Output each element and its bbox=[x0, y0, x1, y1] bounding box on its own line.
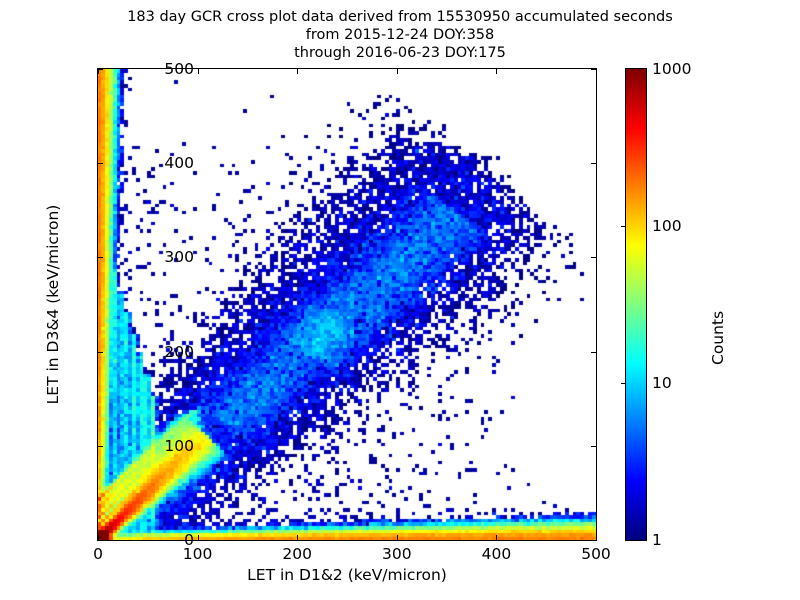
scatter-heatmap bbox=[98, 69, 596, 540]
y-tick-label: 300 bbox=[164, 248, 194, 267]
plot-title: 183 day GCR cross plot data derived from… bbox=[0, 8, 800, 62]
y-tick-mark-right bbox=[591, 540, 596, 541]
y-tick-mark-right bbox=[591, 257, 596, 259]
plot-axes bbox=[97, 68, 597, 541]
y-tick-mark-right bbox=[591, 351, 596, 353]
y-tick-mark bbox=[98, 351, 103, 353]
x-tick-mark bbox=[98, 535, 99, 540]
y-tick-label: 0 bbox=[184, 531, 194, 549]
x-tick-mark bbox=[297, 535, 299, 540]
x-tick-label: 400 bbox=[481, 545, 512, 563]
x-tick-mark-top bbox=[197, 69, 199, 74]
colorbar bbox=[625, 68, 647, 541]
y-tick-label: 400 bbox=[164, 154, 194, 173]
x-tick-mark-top bbox=[396, 69, 398, 74]
y-tick-mark-right bbox=[591, 445, 596, 447]
y-tick-mark bbox=[98, 540, 103, 541]
x-tick-label: 0 bbox=[93, 545, 103, 563]
plot-title-line-2: from 2015-12-24 DOY:358 bbox=[305, 27, 495, 43]
y-tick-mark-right bbox=[591, 69, 596, 70]
colorbar-tick-label: 100 bbox=[652, 217, 682, 235]
x-axis-title: LET in D1&2 (keV/micron) bbox=[247, 566, 447, 584]
y-tick-mark bbox=[98, 257, 103, 259]
y-tick-label: 500 bbox=[164, 60, 194, 78]
colorbar-group: 1000 100 10 1 bbox=[621, 60, 691, 549]
x-tick-label: 200 bbox=[282, 545, 312, 563]
colorbar-tick-mark bbox=[621, 383, 626, 384]
y-axis-title: LET in D3&4 (keV/micron) bbox=[44, 204, 62, 405]
y-tick-mark-right bbox=[591, 163, 596, 165]
colorbar-tick-label: 1 bbox=[652, 531, 662, 549]
y-tick-label: 100 bbox=[164, 436, 194, 455]
x-tick-mark bbox=[496, 535, 498, 540]
colorbar-title: Counts bbox=[709, 310, 727, 365]
y-tick-mark bbox=[98, 163, 103, 165]
x-tick-mark bbox=[596, 535, 597, 540]
plot-title-line-1: 183 day GCR cross plot data derived from… bbox=[127, 9, 673, 25]
colorbar-gradient bbox=[626, 69, 646, 540]
plot-title-line-3: through 2016-06-23 DOY:175 bbox=[294, 45, 506, 61]
x-tick-mark-top bbox=[98, 69, 99, 74]
colorbar-tick-label: 1000 bbox=[652, 60, 692, 78]
x-tick-mark-top bbox=[297, 69, 299, 74]
x-tick-label: 100 bbox=[182, 545, 213, 563]
x-tick-mark-top bbox=[596, 69, 597, 74]
colorbar-tick-mark bbox=[621, 226, 626, 227]
x-tick-mark-top bbox=[496, 69, 498, 74]
colorbar-tick-label: 10 bbox=[652, 374, 672, 392]
x-tick-mark bbox=[197, 535, 199, 540]
x-tick-label: 500 bbox=[581, 545, 611, 563]
x-tick-mark bbox=[396, 535, 398, 540]
y-tick-label: 200 bbox=[164, 342, 194, 361]
y-tick-mark bbox=[98, 445, 103, 447]
x-tick-label: 300 bbox=[382, 545, 412, 563]
y-tick-mark bbox=[98, 69, 103, 70]
